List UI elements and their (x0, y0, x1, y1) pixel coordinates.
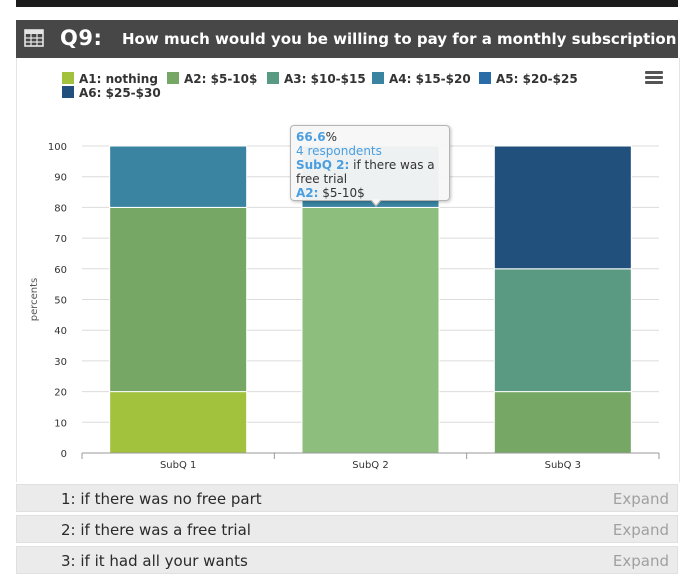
y-tick-label: 100 (48, 142, 67, 153)
subquestion-label: 2: if there was a free trial (61, 521, 251, 539)
subquestion-row-1[interactable]: 1: if there was no free part Expand (16, 484, 678, 512)
expand-link[interactable]: Expand (612, 521, 669, 539)
bar-segment (109, 391, 248, 454)
y-tick-label: 0 (61, 449, 67, 460)
legend-label: A4: $15-$20 (389, 72, 471, 86)
legend-label: A5: $20-$25 (496, 72, 578, 86)
x-tick-label: SubQ 3 (545, 460, 581, 471)
bar-segment (493, 268, 632, 393)
tooltip-subq-key: SubQ 2: (296, 158, 350, 172)
top-bar (16, 0, 678, 7)
expand-link[interactable]: Expand (612, 552, 669, 570)
legend-swatch (62, 86, 74, 98)
y-tick-label: 90 (54, 173, 67, 184)
subquestion-list: 1: if there was no free part Expand 2: i… (16, 484, 678, 577)
legend-swatch (479, 72, 491, 84)
y-tick-label: 20 (54, 388, 67, 399)
bar-segment (301, 206, 440, 454)
chart-tooltip: 66.6% 4 respondents SubQ 2: if there was… (290, 125, 450, 201)
y-tick-label: 60 (54, 265, 67, 276)
legend-swatch (267, 72, 279, 84)
legend-swatch (372, 72, 384, 84)
expand-link[interactable]: Expand (612, 490, 669, 508)
legend-label: A1: nothing (79, 72, 158, 86)
stacked-bar-chart: 0 10 20 30 40 50 60 70 80 90 100 percents SubQ 1 SubQ… (29, 72, 660, 471)
legend-label: A3: $10-$15 (284, 72, 366, 86)
tooltip-value: 66.6 (296, 130, 326, 144)
subquestion-row-2[interactable]: 2: if there was a free trial Expand (16, 515, 678, 543)
bar-segment (109, 145, 248, 208)
y-tick-label: 30 (54, 357, 67, 368)
legend-label: A6: $25-$30 (79, 86, 161, 100)
tooltip-subq-text: if there was a free trial (296, 158, 435, 186)
x-tick-label: SubQ 1 (160, 460, 196, 471)
tooltip-answer-key: A2: (296, 186, 319, 200)
question-number: Q9: (60, 26, 103, 50)
y-tick-label: 70 (54, 234, 67, 245)
legend-swatch (167, 72, 179, 84)
chart-container: 0 10 20 30 40 50 60 70 80 90 100 percents SubQ 1 SubQ… (16, 58, 680, 482)
table-icon (24, 29, 44, 47)
y-axis-label: percents (29, 278, 40, 322)
legend-swatch (62, 72, 74, 84)
y-tick-label: 10 (54, 418, 67, 429)
tooltip-answer-text: $5-10$ (318, 186, 365, 200)
question-title: How much would you be willing to pay for… (122, 30, 677, 48)
tooltip-percent-sign: % (325, 130, 338, 144)
tooltip-respondents: 4 respondents (296, 144, 382, 158)
y-tick-label: 80 (54, 203, 67, 214)
bar-segment (109, 206, 248, 393)
subquestion-label: 1: if there was no free part (61, 490, 262, 508)
subquestion-label: 3: if it had all your wants (61, 552, 248, 570)
tooltip-arrow-inner (371, 199, 381, 205)
bar-segment (493, 391, 632, 454)
question-header: Q9: How much would you be willing to pay… (16, 20, 678, 58)
y-tick-label: 50 (54, 296, 67, 307)
y-tick-label: 40 (54, 326, 67, 337)
x-tick-label: SubQ 2 (352, 460, 388, 471)
subquestion-row-3[interactable]: 3: if it had all your wants Expand (16, 546, 678, 574)
hamburger-menu-icon[interactable] (645, 71, 663, 85)
bar-segment (493, 145, 632, 270)
legend-label: A2: $5-10$ (184, 72, 257, 86)
